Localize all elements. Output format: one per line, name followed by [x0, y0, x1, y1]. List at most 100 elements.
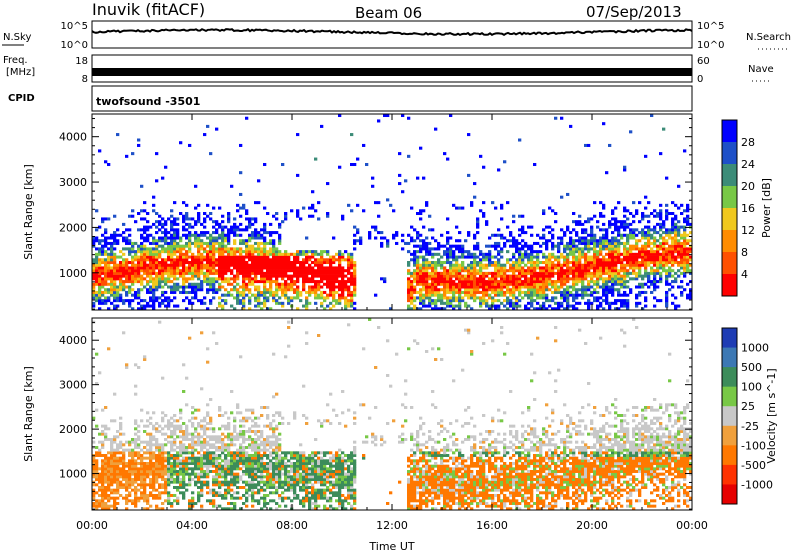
- echo-cell: [197, 271, 201, 275]
- echo-cell: [314, 280, 318, 284]
- echo-cell: [197, 299, 201, 303]
- echo-cell: [569, 293, 573, 297]
- echo-cell: [548, 271, 552, 275]
- echo-cell: [107, 451, 111, 455]
- echo-cell: [110, 266, 114, 270]
- echo-cell: [686, 266, 690, 270]
- echo-cell: [650, 255, 654, 259]
- echo-cell: [434, 271, 438, 275]
- echo-cell: [197, 424, 201, 428]
- echo-cell: [569, 252, 573, 256]
- echo-cell: [386, 114, 390, 118]
- echo-cell: [104, 217, 108, 221]
- echo-cell: [308, 277, 312, 281]
- echo-cell: [140, 440, 144, 444]
- echo-cell: [560, 277, 564, 281]
- echo-cell: [206, 464, 210, 468]
- colorbar-swatch: [722, 186, 737, 209]
- echo-cell: [674, 255, 678, 259]
- echo-cell: [209, 244, 213, 248]
- echo-cell: [533, 290, 537, 294]
- colorbar-tick-label: 4: [741, 268, 748, 281]
- date-title: 07/Sep/2013: [586, 3, 682, 21]
- echo-cell: [653, 209, 657, 213]
- echo-cell: [182, 475, 186, 479]
- echo-cell: [269, 252, 273, 256]
- echo-cell: [503, 266, 507, 270]
- echo-cell: [143, 228, 147, 232]
- echo-cell: [305, 277, 309, 281]
- echo-cell: [155, 440, 159, 444]
- echo-cell: [611, 252, 615, 256]
- echo-cell: [581, 241, 585, 245]
- echo-cell: [257, 280, 261, 284]
- echo-cell: [149, 480, 153, 484]
- echo-cell: [188, 217, 192, 221]
- echo-cell: [314, 157, 318, 161]
- echo-cell: [206, 499, 210, 503]
- echo-cell: [416, 255, 420, 259]
- echo-cell: [113, 462, 117, 465]
- echo-cell: [119, 299, 123, 303]
- echo-cell: [272, 239, 276, 243]
- echo-cell: [671, 285, 675, 289]
- echo-cell: [668, 282, 672, 286]
- echo-cell: [284, 214, 288, 218]
- echo-cell: [503, 263, 507, 267]
- echo-cell: [686, 233, 690, 237]
- echo-cell: [650, 228, 654, 232]
- echo-cell: [200, 488, 204, 492]
- echo-cell: [344, 301, 348, 305]
- echo-cell: [236, 228, 240, 232]
- echo-cell: [116, 496, 120, 500]
- echo-cell: [479, 296, 483, 300]
- freq-strip: Freq. [MHz] 18 8 60 0 Nave: [3, 54, 774, 85]
- echo-cell: [332, 299, 336, 303]
- echo-cell: [125, 247, 129, 251]
- echo-cell: [101, 462, 105, 465]
- echo-cell: [173, 470, 177, 473]
- echo-cell: [101, 266, 105, 270]
- echo-cell: [101, 217, 105, 221]
- echo-cell: [557, 261, 561, 265]
- echo-cell: [548, 252, 552, 256]
- echo-cell: [419, 288, 423, 292]
- echo-cell: [173, 282, 177, 286]
- echo-cell: [200, 454, 204, 457]
- echo-cell: [545, 277, 549, 281]
- echo-cell: [146, 483, 150, 487]
- echo-cell: [122, 454, 126, 457]
- echo-cell: [419, 209, 423, 213]
- echo-cell: [551, 209, 555, 213]
- echo-cell: [587, 274, 591, 278]
- echo-cell: [506, 269, 510, 273]
- echo-cell: [680, 233, 684, 237]
- echo-cell: [278, 288, 282, 292]
- echo-cell: [107, 255, 111, 259]
- echo-cell: [146, 502, 150, 505]
- echo-cell: [689, 288, 693, 292]
- echo-cell: [128, 261, 132, 265]
- echo-cell: [452, 244, 456, 248]
- echo-cell: [131, 241, 135, 245]
- echo-cell: [104, 507, 108, 511]
- echo-cell: [134, 427, 138, 431]
- echo-cell: [218, 282, 222, 286]
- echo-cell: [527, 301, 531, 305]
- echo-cell: [620, 225, 624, 229]
- echo-cell: [494, 290, 498, 294]
- echo-cell: [92, 459, 96, 463]
- echo-cell: [401, 239, 405, 243]
- echo-cell: [560, 266, 564, 270]
- echo-cell: [119, 483, 123, 487]
- echo-cell: [209, 239, 213, 243]
- echo-cell: [491, 274, 495, 278]
- echo-cell: [155, 277, 159, 281]
- echo-cell: [92, 494, 96, 497]
- echo-cell: [278, 225, 282, 229]
- echo-cell: [137, 288, 141, 292]
- echo-cell: [584, 277, 588, 281]
- echo-cell: [563, 290, 567, 294]
- echo-cell: [143, 358, 147, 361]
- echo-cell: [206, 261, 210, 265]
